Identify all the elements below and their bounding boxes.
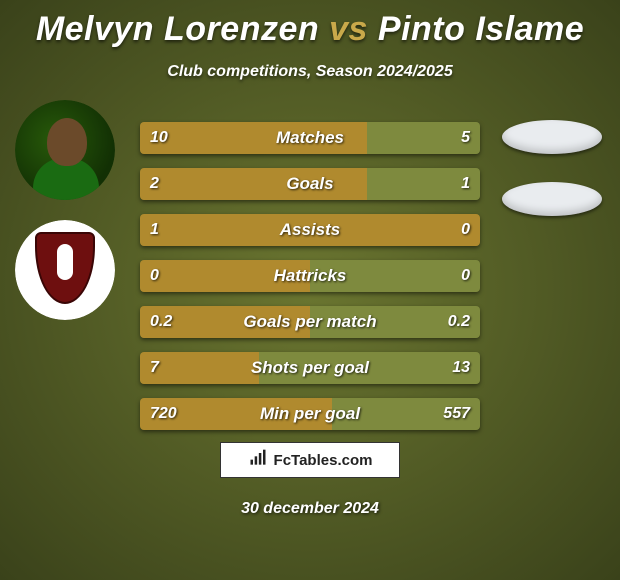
stat-bar-left: [140, 214, 480, 246]
stat-bar-right: [259, 352, 480, 384]
stat-bar-right: [367, 168, 480, 200]
page-title: Melvyn Lorenzen vs Pinto Islame: [0, 0, 620, 49]
stat-bar-right: [310, 306, 480, 338]
stat-bar-left: [140, 168, 367, 200]
stat-bar-right: [332, 398, 480, 430]
brand-text: FcTables.com: [274, 452, 373, 469]
stat-row: 10Assists: [140, 214, 480, 246]
right-ovals: [502, 120, 602, 216]
stat-bar-right: [310, 260, 480, 292]
stat-row: 105Matches: [140, 122, 480, 154]
stat-bar-left: [140, 306, 310, 338]
player1-avatar: [15, 100, 115, 200]
title-vs: vs: [329, 10, 368, 48]
oval-1: [502, 120, 602, 154]
brand-box: FcTables.com: [220, 442, 400, 478]
stat-row: 0.20.2Goals per match: [140, 306, 480, 338]
chart-icon: [248, 448, 268, 473]
stat-row: 21Goals: [140, 168, 480, 200]
stat-row: 00Hattricks: [140, 260, 480, 292]
oval-2: [502, 182, 602, 216]
title-player1: Melvyn Lorenzen: [36, 10, 319, 48]
subtitle: Club competitions, Season 2024/2025: [0, 63, 620, 81]
stat-row: 713Shots per goal: [140, 352, 480, 384]
stat-bar-left: [140, 352, 259, 384]
stat-bar-right: [367, 122, 480, 154]
stat-bar-left: [140, 398, 332, 430]
title-player2: Pinto Islame: [378, 10, 584, 48]
avatars-column: [10, 100, 120, 320]
stat-bar-left: [140, 122, 367, 154]
player2-avatar: [15, 220, 115, 320]
stat-bar-left: [140, 260, 310, 292]
footer-date: 30 december 2024: [0, 500, 620, 518]
stats-container: 105Matches 21Goals 10Assists 00Hattricks 0.2…: [140, 122, 480, 430]
stat-row: 720557Min per goal: [140, 398, 480, 430]
